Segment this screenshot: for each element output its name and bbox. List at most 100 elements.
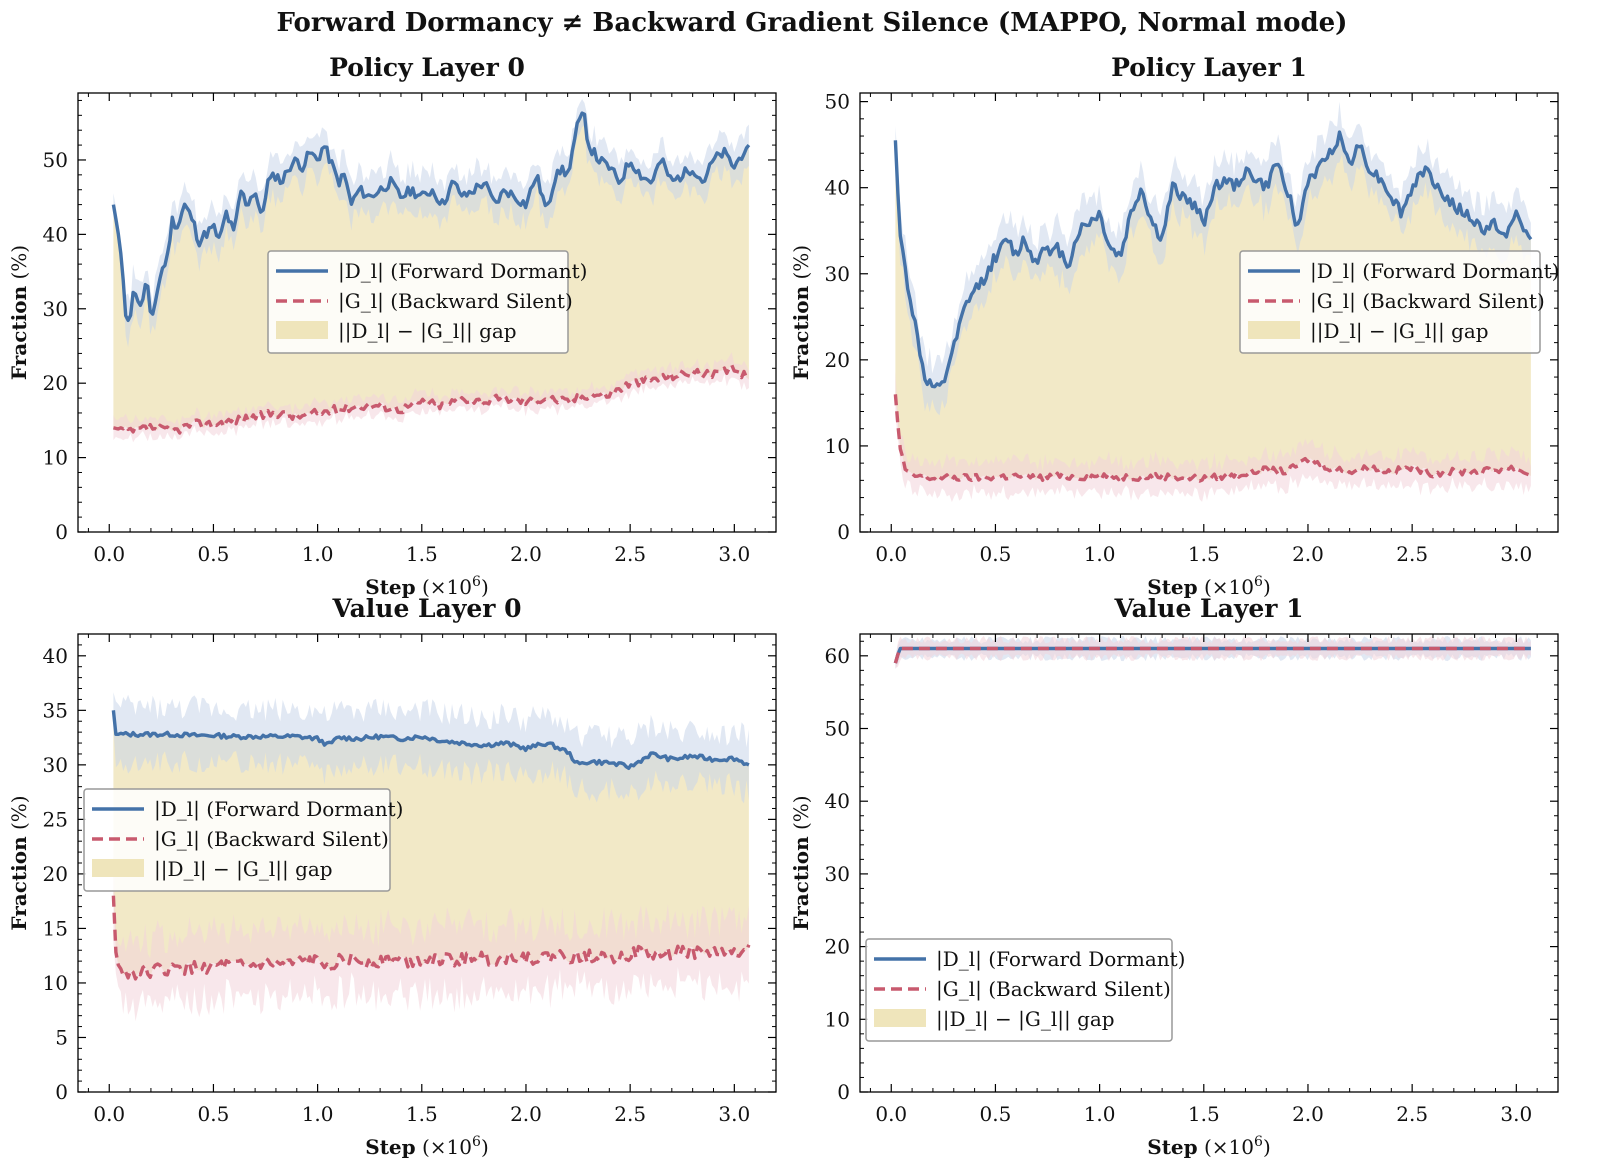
figure-title: Forward Dormancy ≠ Backward Gradient Sil… [276,8,1347,38]
y-tick-label: 10 [43,971,68,995]
legend-box [1239,250,1541,354]
x-tick-label: 1.5 [1188,542,1220,566]
forward-dormant-line [111,111,751,322]
y-axis-label: Fraction (%) [789,795,813,930]
backward-band [895,372,1531,503]
y-tick-label: 10 [825,434,850,458]
x-tick-label: 2.0 [1292,1102,1324,1126]
y-axis-label: Fraction (%) [7,795,31,930]
legend-gap-label: ||D_l| − |G_l|| gap [936,1007,1115,1032]
x-tick-label: 2.5 [614,1102,646,1126]
y-tick-label: 40 [43,644,68,668]
legend-forward-label: |D_l| (Forward Dormant) [1310,259,1559,284]
forward-band [895,101,1531,416]
backward-band [895,635,1531,669]
x-axis-label: Step (×106) [365,574,489,599]
x-tick-label: 3.0 [718,1102,750,1126]
panel-3: Value Layer 0 0.0 0.5 1.0 1.5 2.0 2.5 3.0 0 5 10 15… [7,594,777,1159]
x-tick-label: 1.5 [1188,1102,1220,1126]
panel-title: Policy Layer 0 [329,53,525,82]
x-tick-label: 0.5 [980,542,1012,566]
x-tick-label: 2.0 [1292,542,1324,566]
y-tick-label: 30 [43,297,68,321]
x-tick-label: 1.5 [406,1102,438,1126]
y-tick-label: 0 [55,520,68,544]
x-axis-label: Step (×106) [1147,1134,1271,1159]
y-tick-label: 30 [825,862,850,886]
y-tick-label: 40 [825,176,850,200]
y-tick-label: 20 [825,348,850,372]
legend-gap-label: ||D_l| − |G_l|| gap [154,857,333,882]
y-tick-label: 50 [825,90,850,114]
legend-forward-label: |D_l| (Forward Dormant) [154,797,403,822]
legend-gap-label: ||D_l| − |G_l|| gap [1310,319,1489,344]
x-tick-label: 1.0 [302,1102,334,1126]
x-tick-label: 2.0 [510,542,542,566]
backward-silent-line [893,394,1532,483]
x-tick-label: 1.0 [302,542,334,566]
plot-area [111,692,751,1022]
x-tick-label: 3.0 [1500,1102,1532,1126]
axes-frame [77,92,777,533]
forward-band [113,99,749,348]
panels: Policy Layer 0 0.0 0.5 1.0 1.5 2.0 2.5 3.0 0 10 20… [7,53,1559,1159]
panel-4: Value Layer 1 0.0 0.5 1.0 1.5 2.0 2.5 3.0 0 10 20 3… [789,594,1559,1159]
panel-title: Value Layer 0 [331,594,521,623]
plot-area [893,635,1531,670]
axes-frame [859,92,1559,533]
y-tick-label: 50 [825,717,850,741]
plot-area [893,101,1533,503]
x-tick-label: 3.0 [1500,542,1532,566]
legend-backward-label: |G_l| (Backward Silent) [1310,289,1545,314]
legend-backward-label: |G_l| (Backward Silent) [936,977,1171,1002]
x-tick-label: 2.5 [614,542,646,566]
y-tick-label: 0 [55,1080,68,1104]
legend-box [865,938,1173,1042]
legend-box [83,788,391,892]
y-tick-label: 30 [825,262,850,286]
axes-frame [859,633,1559,1093]
gap-area [895,132,1531,482]
legend-backward-label: |G_l| (Backward Silent) [154,827,389,852]
legend: |D_l| (Forward Dormant) |G_l| (Backward S… [1239,250,1559,354]
y-tick-label: 20 [43,371,68,395]
legend-backward-label: |G_l| (Backward Silent) [338,289,573,314]
legend: |D_l| (Forward Dormant) |G_l| (Backward S… [267,250,587,354]
x-tick-label: 0.5 [980,1102,1012,1126]
legend-box [267,250,569,354]
x-tick-label: 2.5 [1396,1102,1428,1126]
panel-title: Value Layer 1 [1113,594,1303,623]
x-axis-label: Step (×106) [1147,574,1271,599]
y-tick-label: 40 [825,789,850,813]
y-axis-label: Fraction (%) [7,245,31,380]
backward-silent-line [893,646,1531,664]
y-tick-label: 0 [837,520,850,544]
x-tick-label: 0.0 [93,1102,125,1126]
panel-2: Policy Layer 1 0.0 0.5 1.0 1.5 2.0 2.5 3.0 0 10 20… [789,53,1559,599]
y-tick-label: 15 [43,916,68,940]
y-axis-label: Fraction (%) [789,245,813,380]
panel-1: Policy Layer 0 0.0 0.5 1.0 1.5 2.0 2.5 3.0 0 10 20… [7,53,777,599]
x-tick-label: 0.5 [198,542,230,566]
y-tick-label: 5 [55,1025,68,1049]
y-tick-label: 20 [825,935,850,959]
y-tick-label: 25 [43,807,68,831]
y-tick-label: 10 [825,1007,850,1031]
y-tick-label: 50 [43,148,68,172]
y-tick-label: 40 [43,222,68,246]
y-tick-label: 20 [43,862,68,886]
legend-gap-label: ||D_l| − |G_l|| gap [338,319,517,344]
legend-gap-swatch [92,859,144,877]
legend-gap-swatch [874,1009,926,1027]
legend: |D_l| (Forward Dormant) |G_l| (Backward S… [83,788,403,892]
x-tick-label: 2.0 [510,1102,542,1126]
x-axis-label: Step (×106) [365,1134,489,1159]
backward-silent-line [113,363,750,435]
y-tick-label: 30 [43,753,68,777]
x-tick-label: 0.0 [875,1102,907,1126]
forward-band [113,692,749,804]
x-tick-label: 1.5 [406,542,438,566]
panel-title: Policy Layer 1 [1111,53,1307,82]
x-tick-label: 3.0 [718,542,750,566]
